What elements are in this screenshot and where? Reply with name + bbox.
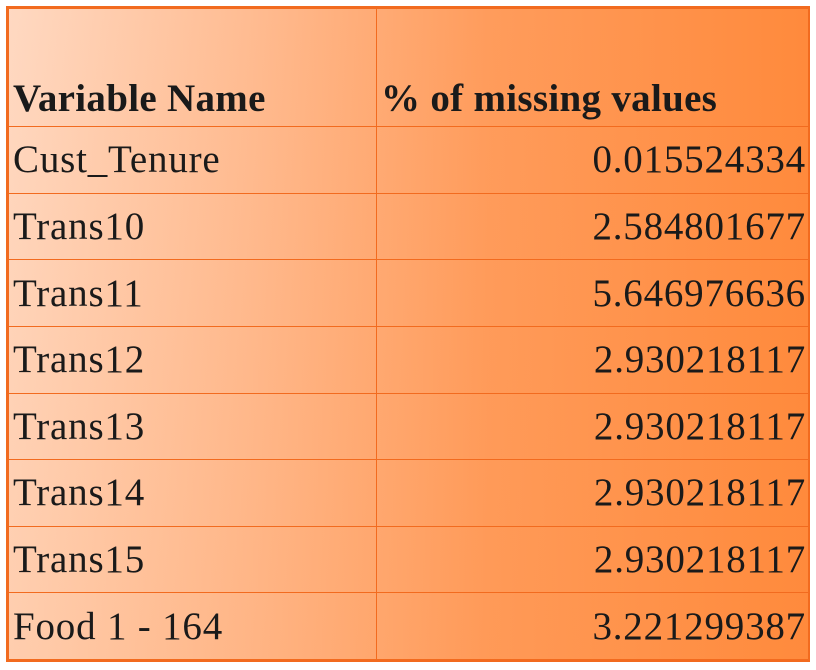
- table-row: Food 1 - 164 3.221299387: [8, 592, 808, 660]
- missing-percent-cell: 0.015524334: [376, 126, 808, 194]
- table-row: Trans14 2.930218117: [8, 459, 808, 527]
- table-row: Cust_Tenure 0.015524334: [8, 126, 808, 194]
- table-row: Trans11 5.646976636: [8, 259, 808, 327]
- variable-name-cell: Trans14: [8, 459, 377, 527]
- missing-percent-cell: 2.930218117: [376, 392, 808, 461]
- missing-values-table: Variable Name % of missing values Cust_T…: [6, 6, 810, 662]
- variable-name-cell: Trans12: [8, 325, 377, 394]
- missing-percent-cell: 2.584801677: [376, 192, 808, 261]
- variable-name-cell: Trans11: [8, 259, 377, 327]
- missing-percent-cell: 2.930218117: [376, 459, 808, 527]
- variable-name-cell: Cust_Tenure: [8, 126, 377, 194]
- variable-name-cell: Trans10: [8, 192, 377, 261]
- missing-percent-cell: 5.646976636: [376, 259, 808, 327]
- column-header-variable-name: Variable Name: [8, 8, 377, 127]
- variable-name-cell: Trans13: [8, 392, 377, 461]
- table-row: Trans13 2.930218117: [8, 392, 808, 461]
- missing-percent-cell: 2.930218117: [376, 325, 808, 394]
- data-table: Variable Name % of missing values Cust_T…: [8, 8, 808, 660]
- table-row: Trans15 2.930218117: [8, 525, 808, 594]
- column-header-missing-values: % of missing values: [376, 8, 808, 127]
- missing-percent-cell: 2.930218117: [376, 525, 808, 594]
- table-row: Trans12 2.930218117: [8, 325, 808, 394]
- header-row: Variable Name % of missing values: [8, 8, 808, 127]
- missing-percent-cell: 3.221299387: [376, 592, 808, 660]
- variable-name-cell: Trans15: [8, 525, 377, 594]
- variable-name-cell: Food 1 - 164: [8, 592, 377, 660]
- table-row: Trans10 2.584801677: [8, 192, 808, 261]
